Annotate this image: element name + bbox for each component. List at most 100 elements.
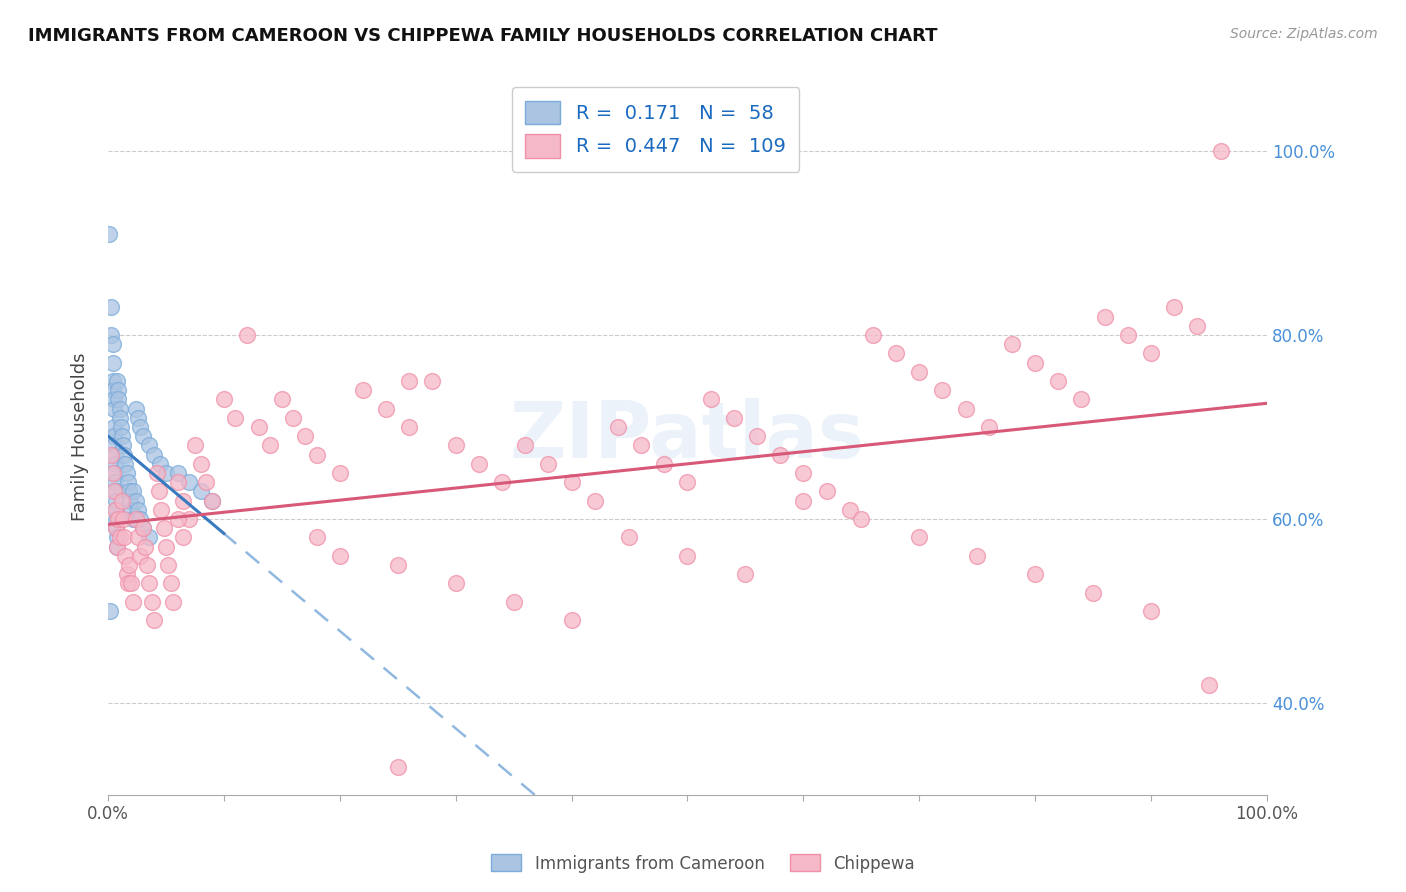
Point xyxy=(103,401,125,416)
Point xyxy=(122,484,145,499)
Point xyxy=(1070,392,1092,407)
Point xyxy=(619,531,641,545)
Point xyxy=(132,521,155,535)
Point xyxy=(172,493,194,508)
Point xyxy=(224,410,246,425)
Point xyxy=(561,475,583,490)
Point xyxy=(149,457,172,471)
Point xyxy=(723,410,745,425)
Point xyxy=(107,392,129,407)
Point xyxy=(104,457,127,471)
Point xyxy=(100,448,122,462)
Point xyxy=(117,576,139,591)
Point xyxy=(1209,144,1232,158)
Point xyxy=(100,328,122,343)
Point xyxy=(792,493,814,508)
Point xyxy=(259,438,281,452)
Point xyxy=(195,475,218,490)
Point xyxy=(630,438,652,452)
Point xyxy=(283,410,305,425)
Point xyxy=(103,420,125,434)
Point xyxy=(103,429,125,443)
Point xyxy=(138,531,160,545)
Point xyxy=(201,493,224,508)
Point xyxy=(105,493,128,508)
Point xyxy=(104,448,127,462)
Point xyxy=(125,401,148,416)
Point xyxy=(815,484,838,499)
Point xyxy=(105,531,128,545)
Point xyxy=(157,558,180,572)
Point xyxy=(127,531,149,545)
Point xyxy=(851,512,873,526)
Text: IMMIGRANTS FROM CAMEROON VS CHIPPEWA FAMILY HOUSEHOLDS CORRELATION CHART: IMMIGRANTS FROM CAMEROON VS CHIPPEWA FAM… xyxy=(28,27,938,45)
Point xyxy=(398,420,420,434)
Point xyxy=(375,401,398,416)
Point xyxy=(1163,301,1185,315)
Point xyxy=(561,613,583,627)
Point xyxy=(101,337,124,351)
Point xyxy=(120,576,142,591)
Point xyxy=(179,512,201,526)
Point xyxy=(100,301,122,315)
Point xyxy=(143,448,166,462)
Point xyxy=(1001,337,1024,351)
Point xyxy=(184,438,207,452)
Point xyxy=(166,466,188,480)
Point xyxy=(111,493,134,508)
Point xyxy=(270,392,292,407)
Point xyxy=(977,420,1000,434)
Point xyxy=(387,558,409,572)
Point xyxy=(105,374,128,388)
Point xyxy=(966,549,988,563)
Point xyxy=(150,503,173,517)
Point xyxy=(117,475,139,490)
Point xyxy=(118,558,141,572)
Point xyxy=(676,475,699,490)
Point xyxy=(107,512,129,526)
Point xyxy=(884,346,907,360)
Point xyxy=(201,493,224,508)
Point xyxy=(105,484,128,499)
Point xyxy=(155,466,177,480)
Point xyxy=(105,540,128,554)
Point xyxy=(115,567,138,582)
Point xyxy=(305,448,328,462)
Point xyxy=(1024,356,1046,370)
Text: ZIPatlas: ZIPatlas xyxy=(510,398,865,475)
Point xyxy=(1140,604,1163,618)
Point xyxy=(1198,678,1220,692)
Point xyxy=(125,512,148,526)
Point xyxy=(101,374,124,388)
Point xyxy=(143,613,166,627)
Point xyxy=(398,374,420,388)
Point xyxy=(955,401,977,416)
Point xyxy=(105,521,128,535)
Point xyxy=(129,420,152,434)
Point xyxy=(101,356,124,370)
Point xyxy=(110,420,132,434)
Point xyxy=(104,503,127,517)
Point xyxy=(114,549,136,563)
Point xyxy=(127,503,149,517)
Point xyxy=(247,420,270,434)
Point xyxy=(422,374,444,388)
Point xyxy=(112,531,135,545)
Point xyxy=(1094,310,1116,324)
Point xyxy=(515,438,537,452)
Point xyxy=(103,438,125,452)
Point xyxy=(1024,567,1046,582)
Point xyxy=(155,540,177,554)
Point xyxy=(114,457,136,471)
Point xyxy=(138,438,160,452)
Point xyxy=(104,466,127,480)
Point xyxy=(212,392,235,407)
Point xyxy=(108,401,131,416)
Point xyxy=(103,484,125,499)
Point xyxy=(129,512,152,526)
Point xyxy=(108,410,131,425)
Point xyxy=(166,475,188,490)
Point xyxy=(112,512,135,526)
Point xyxy=(502,595,524,609)
Point xyxy=(141,595,163,609)
